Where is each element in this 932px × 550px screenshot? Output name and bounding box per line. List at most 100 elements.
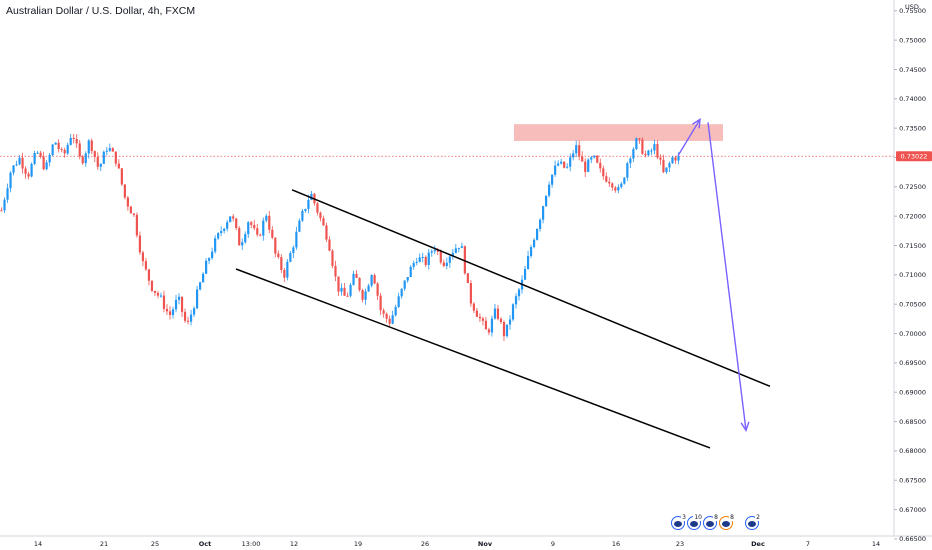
candle-body	[490, 318, 494, 333]
candle-body	[54, 142, 57, 145]
candle-body	[460, 246, 463, 248]
candle-body	[538, 219, 542, 229]
candle-body	[177, 296, 181, 300]
events-bar[interactable]: 3 10 8 8 2	[671, 514, 761, 530]
candle-body	[244, 234, 247, 243]
y-tick-label: 0.74000	[899, 95, 926, 103]
candle-body	[605, 176, 608, 182]
candle-body	[132, 213, 135, 215]
candle-body	[626, 163, 629, 178]
event-icon[interactable]: 8	[703, 514, 719, 530]
candle-body	[156, 292, 160, 296]
candle-body	[180, 296, 184, 312]
candle-body	[385, 313, 388, 319]
candle-body	[481, 318, 485, 321]
x-tick-label: 25	[151, 540, 159, 548]
projection-up-arrow	[677, 119, 701, 157]
candle-body	[108, 148, 111, 151]
candle-body	[593, 155, 596, 158]
event-icon[interactable]: 3	[671, 514, 687, 530]
candle-body	[541, 206, 545, 220]
candle-body	[451, 252, 454, 257]
event-count: 2	[755, 514, 761, 521]
candle-body	[602, 168, 605, 177]
candle-body	[508, 319, 512, 325]
candle-body	[511, 304, 515, 320]
candle-body	[436, 249, 439, 252]
candle-body	[394, 306, 397, 316]
flag-icon	[748, 521, 756, 527]
candle-body	[195, 289, 199, 309]
resistance-zone[interactable]	[514, 124, 723, 141]
candle-body	[478, 316, 482, 319]
candle-body	[126, 197, 129, 207]
candle-body	[159, 295, 163, 297]
event-count: 3	[681, 514, 687, 521]
candle-body	[168, 311, 172, 315]
candle-body	[632, 149, 635, 159]
candle-body	[454, 248, 457, 253]
candle-body	[529, 247, 533, 257]
candle-body	[84, 153, 87, 164]
candle-body	[526, 256, 530, 270]
candle-body	[557, 163, 560, 166]
price-axis[interactable]: 0.75500 0.75000 0.74500 0.74000 0.73500 0.730…	[894, 7, 926, 543]
candle-body	[554, 165, 557, 175]
candle-body	[638, 138, 641, 140]
candle-body	[551, 174, 554, 185]
candle-body	[322, 218, 325, 226]
candle-body	[295, 231, 298, 248]
event-count: 8	[713, 514, 719, 521]
candle-body	[30, 163, 33, 177]
candle-body	[457, 247, 460, 249]
y-tick-label: 0.68500	[899, 418, 926, 426]
event-icon[interactable]: 2	[745, 514, 761, 530]
candle-body	[560, 161, 563, 164]
candle-body	[493, 308, 497, 319]
x-tick-label: 13:00	[242, 540, 261, 548]
candle-body	[569, 157, 572, 167]
y-tick-label: 0.71000	[899, 271, 926, 279]
candle-body	[334, 265, 337, 277]
candle-body	[463, 246, 466, 274]
candle-body	[328, 239, 331, 251]
x-tick-label: Nov	[478, 540, 493, 548]
candle-body	[505, 324, 509, 337]
event-icon[interactable]: 10	[687, 514, 703, 530]
channel-lower-line	[235, 268, 711, 449]
candle-body	[24, 168, 27, 174]
candle-body	[304, 208, 307, 211]
candle-body	[135, 214, 139, 236]
y-tick-label: 0.66500	[899, 535, 926, 543]
y-tick-label: 0.70000	[899, 330, 926, 338]
candle-body	[403, 280, 406, 289]
candle-body	[430, 251, 433, 253]
candle-body	[472, 303, 475, 311]
candle-body	[307, 199, 310, 209]
candle-body	[226, 222, 229, 229]
drawings[interactable]	[235, 117, 771, 449]
candle-body	[153, 290, 157, 293]
candle-body	[220, 230, 223, 234]
y-tick-label: 0.75000	[899, 36, 926, 44]
candle-body	[27, 173, 30, 177]
chart-title: Australian Dollar / U.S. Dollar, 4h, FXC…	[6, 5, 196, 17]
candle-body	[0, 210, 3, 212]
candle-body	[229, 216, 232, 223]
candle-body	[162, 295, 166, 309]
candle-body	[72, 137, 75, 139]
candle-body	[331, 250, 334, 266]
candle-body	[15, 164, 18, 166]
candle-body	[548, 184, 551, 196]
event-icon[interactable]: 8	[719, 514, 735, 530]
time-axis[interactable]: 14 21 25 Oct 13:00 12 19 26 Nov 9 16 23 Dec 7 14	[34, 540, 880, 548]
candle-body	[289, 253, 292, 262]
x-tick-label: 12	[290, 540, 298, 548]
candle-body	[514, 296, 518, 305]
candle-body	[129, 206, 132, 214]
candle-body	[271, 229, 274, 238]
candle-body	[418, 257, 421, 262]
candle-body	[581, 156, 584, 162]
candle-body	[60, 149, 63, 151]
